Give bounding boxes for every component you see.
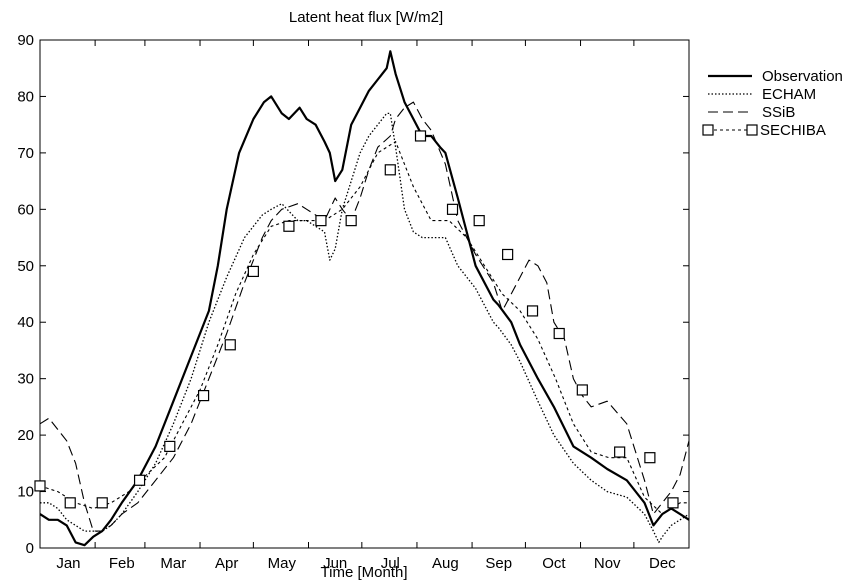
- chart-title: Latent heat flux [W/m2]: [289, 9, 443, 26]
- sechiba-marker: [473, 215, 485, 227]
- sechiba-marker: [224, 339, 236, 351]
- x-tick-label: Jan: [56, 555, 80, 572]
- y-tick-label: 30: [17, 371, 34, 388]
- series-line-ssib: [39, 101, 690, 532]
- legend-label: Observation: [762, 68, 843, 85]
- y-tick-label: 50: [17, 258, 34, 275]
- x-tick-label: Aug: [432, 555, 459, 572]
- x-tick-label: Feb: [109, 555, 135, 572]
- y-tick-label: 20: [17, 427, 34, 444]
- sechiba-marker: [133, 474, 146, 486]
- sechiba-marker: [315, 215, 327, 227]
- y-tick-label: 10: [17, 484, 34, 501]
- legend-label: SECHIBA: [760, 122, 826, 139]
- sechiba-marker: [283, 220, 295, 232]
- sechiba-marker: [502, 248, 514, 261]
- sechiba-marker: [553, 327, 565, 340]
- sechiba-marker: [164, 440, 176, 452]
- sechiba-marker: [384, 164, 396, 176]
- x-tick-label: Oct: [542, 555, 566, 572]
- sechiba-marker: [614, 446, 626, 458]
- sechiba-marker: [644, 452, 656, 464]
- plot-area: 0 10 20 30 40 50 60 70 80 90 Jan Feb Mar Apr May Jun Jul…: [17, 32, 690, 572]
- sechiba-marker: [64, 497, 76, 509]
- sechiba-marker: [667, 497, 679, 509]
- y-tick-label: 60: [17, 201, 34, 218]
- legend-marker: [746, 124, 758, 136]
- y-tick-label: 70: [17, 145, 34, 162]
- plot-frame: [39, 39, 690, 549]
- sechiba-marker: [96, 497, 108, 509]
- x-tick-label: Nov: [594, 555, 621, 572]
- series-line-echam: [40, 112, 690, 544]
- y-tick-label: 40: [17, 314, 34, 331]
- series-line-observation: [39, 50, 690, 547]
- sechiba-marker: [526, 305, 539, 317]
- y-tick-label: 0: [26, 540, 34, 557]
- legend-label: SSiB: [762, 104, 795, 121]
- legend-label: ECHAM: [762, 86, 816, 103]
- x-tick-label: Dec: [649, 555, 676, 572]
- x-tick-label: Sep: [485, 555, 512, 572]
- y-tick-label: 90: [17, 32, 34, 49]
- series-line-sechiba: [39, 141, 689, 515]
- sechiba-marker: [34, 480, 46, 492]
- x-tick-label: Mar: [160, 555, 186, 572]
- sechiba-marker: [414, 130, 427, 142]
- sechiba-marker: [247, 265, 259, 278]
- x-axis-label: Time [Month]: [321, 564, 408, 581]
- sechiba-marker: [345, 215, 357, 227]
- sechiba-marker: [446, 203, 459, 215]
- sechiba-marker: [576, 384, 588, 396]
- x-tick-label: Jun: [323, 555, 347, 572]
- x-tick-label: Jul: [381, 555, 400, 572]
- x-tick-label: May: [268, 555, 297, 572]
- sechiba-marker: [197, 390, 210, 402]
- legend-marker: [702, 124, 714, 136]
- y-tick-label: 80: [17, 88, 34, 105]
- x-tick-label: Apr: [215, 555, 238, 572]
